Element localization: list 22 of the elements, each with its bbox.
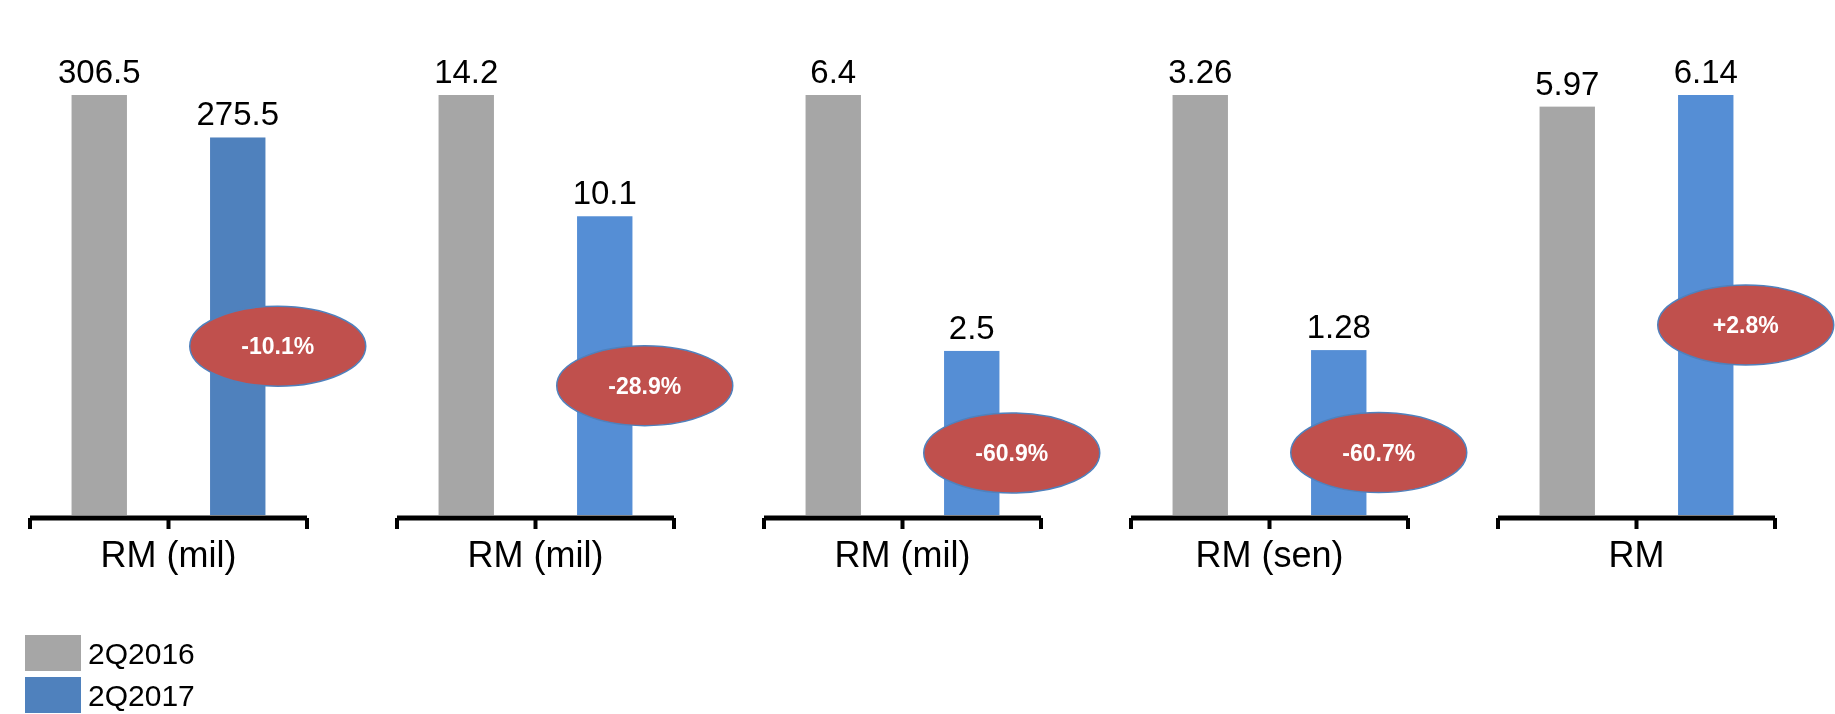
x-axis-title: RM (mil) [834,534,971,575]
data-label: 3.26 [1168,53,1233,90]
data-label: 5.97 [1535,64,1600,102]
data-label: 10.1 [572,174,637,212]
data-label: 2.5 [948,308,995,346]
x-axis-title: RM (mil) [100,534,237,575]
annotation: -10.1% [241,333,315,360]
x-axis-title: RM (mil) [467,534,604,575]
data-label: 6.14 [1673,53,1738,90]
legend-label: 2Q2017 [88,679,195,712]
legend-label: 2Q2016 [88,637,195,670]
data-label: 1.28 [1306,308,1371,346]
data-label: 275.5 [196,95,280,133]
data-label: 6.4 [810,53,857,90]
annotation: -60.7% [1342,439,1416,466]
x-axis-title: RM (sen) [1195,534,1344,575]
annotation: +2.8% [1712,312,1779,338]
data-label: 306.5 [57,53,141,90]
annotation: -28.9% [608,372,682,399]
x-axis-title: RM [1608,534,1665,575]
data-label: 14.2 [434,53,499,90]
annotation: -60.9% [975,439,1049,466]
